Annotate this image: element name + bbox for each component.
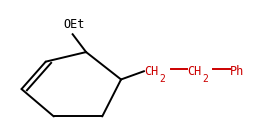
Text: OEt: OEt (63, 18, 84, 31)
Text: Ph: Ph (230, 65, 244, 78)
Text: CH: CH (144, 65, 158, 78)
Text: 2: 2 (160, 74, 165, 84)
Text: CH: CH (187, 65, 201, 78)
Text: 2: 2 (203, 74, 208, 84)
